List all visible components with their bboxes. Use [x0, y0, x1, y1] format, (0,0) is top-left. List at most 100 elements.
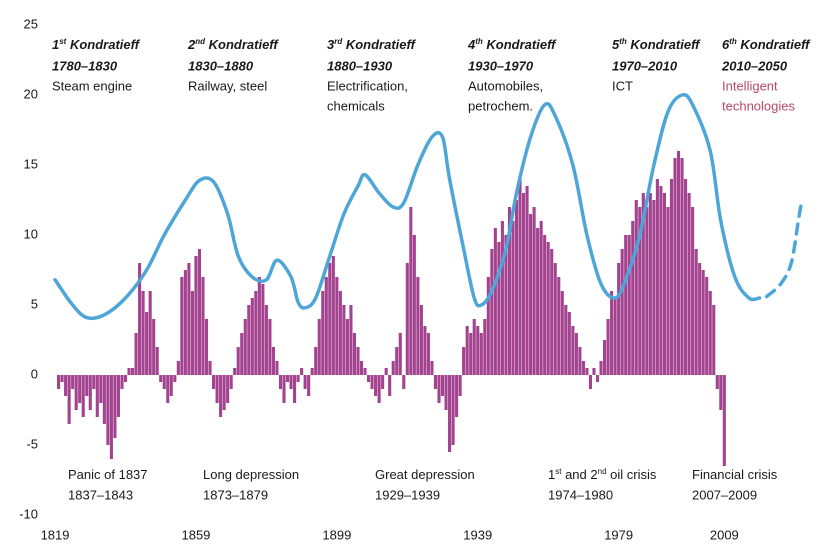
bar [416, 277, 420, 375]
x-tick-label: 1939 [463, 527, 492, 542]
bar [705, 277, 709, 375]
bar [130, 368, 135, 375]
bar [412, 235, 416, 375]
bar [310, 368, 314, 375]
bar [169, 375, 173, 396]
crisis-name: Great depression [375, 467, 475, 482]
wave-period: 2010–2050 [721, 58, 788, 73]
bar [314, 347, 318, 375]
bar [388, 375, 392, 396]
bar [106, 375, 110, 445]
bar [592, 368, 596, 375]
bar [719, 375, 723, 410]
wave-period: 1930–1970 [468, 58, 534, 73]
bar [187, 263, 191, 375]
bar [430, 361, 434, 375]
crisis-period: 2007–2009 [692, 487, 757, 502]
bar [229, 375, 233, 389]
bar [472, 319, 476, 375]
bar [307, 375, 311, 396]
bar [595, 375, 600, 382]
bar [673, 158, 677, 375]
bar [462, 347, 466, 375]
bar [64, 375, 68, 396]
bar [71, 375, 75, 389]
wave-title: 4th Kondratieff [467, 37, 557, 53]
bar [212, 375, 216, 389]
bar [271, 347, 275, 375]
bar [296, 375, 300, 382]
bar [479, 333, 483, 375]
bar [698, 263, 702, 375]
crisis-period: 1974–1980 [548, 487, 613, 502]
bar [60, 375, 64, 382]
bar [631, 221, 635, 375]
bar [116, 375, 121, 417]
bar [366, 375, 371, 382]
bar [257, 277, 261, 375]
bar [676, 151, 681, 375]
bar [247, 305, 251, 375]
x-tick-label: 1819 [41, 527, 70, 542]
bar [444, 375, 448, 410]
bar [560, 291, 564, 375]
bar [546, 242, 550, 375]
bar [363, 368, 367, 375]
bar [455, 375, 459, 417]
wave-technology: Railway, steel [188, 78, 267, 93]
y-tick-label: 10 [24, 226, 38, 241]
bar [521, 193, 526, 375]
bar [624, 235, 628, 375]
y-tick-label: 25 [24, 16, 38, 31]
bar [578, 347, 582, 375]
bar [194, 256, 198, 375]
bar [159, 375, 163, 382]
bar [138, 263, 142, 375]
text-part: Panic of 1837 [68, 467, 148, 482]
bar [120, 375, 124, 389]
bar [448, 375, 452, 452]
bar [275, 361, 279, 375]
bar [324, 277, 328, 375]
bar [574, 333, 578, 375]
bar [268, 319, 272, 375]
plot [53, 92, 804, 466]
bar [81, 375, 85, 417]
bar [183, 270, 187, 375]
bar [645, 207, 649, 375]
superscript: nd [598, 467, 607, 476]
wave-technology: Automobiles, [468, 78, 543, 93]
x-tick-label: 1859 [181, 527, 210, 542]
superscript: th [475, 37, 483, 46]
bar [264, 305, 268, 375]
y-tick-label: 15 [24, 156, 38, 171]
bar [553, 263, 557, 375]
bar [557, 277, 561, 375]
wave-technology: chemicals [327, 98, 385, 113]
bar [617, 263, 621, 375]
bar [715, 375, 719, 389]
bar [694, 249, 698, 375]
bar [567, 312, 571, 375]
x-tick-label: 1979 [604, 527, 633, 542]
bar [356, 347, 360, 375]
bar [603, 340, 607, 375]
y-tick-label: -10 [19, 506, 38, 521]
wave-period: 1880–1930 [327, 58, 393, 73]
bar [405, 263, 409, 375]
wave-title: 2nd Kondratieff [187, 37, 279, 53]
crisis-period: 1837–1843 [68, 487, 133, 502]
bar [226, 375, 230, 403]
bar [701, 270, 705, 375]
bar [610, 291, 614, 375]
bar [331, 256, 335, 375]
bar [613, 298, 617, 375]
bar [391, 361, 395, 375]
wave-technology: petrochem. [468, 98, 533, 113]
bar [176, 361, 180, 375]
bar [419, 305, 423, 375]
wave-period: 1830–1880 [188, 58, 254, 73]
x-tick-label: 2009 [710, 527, 739, 542]
bar [162, 375, 166, 389]
